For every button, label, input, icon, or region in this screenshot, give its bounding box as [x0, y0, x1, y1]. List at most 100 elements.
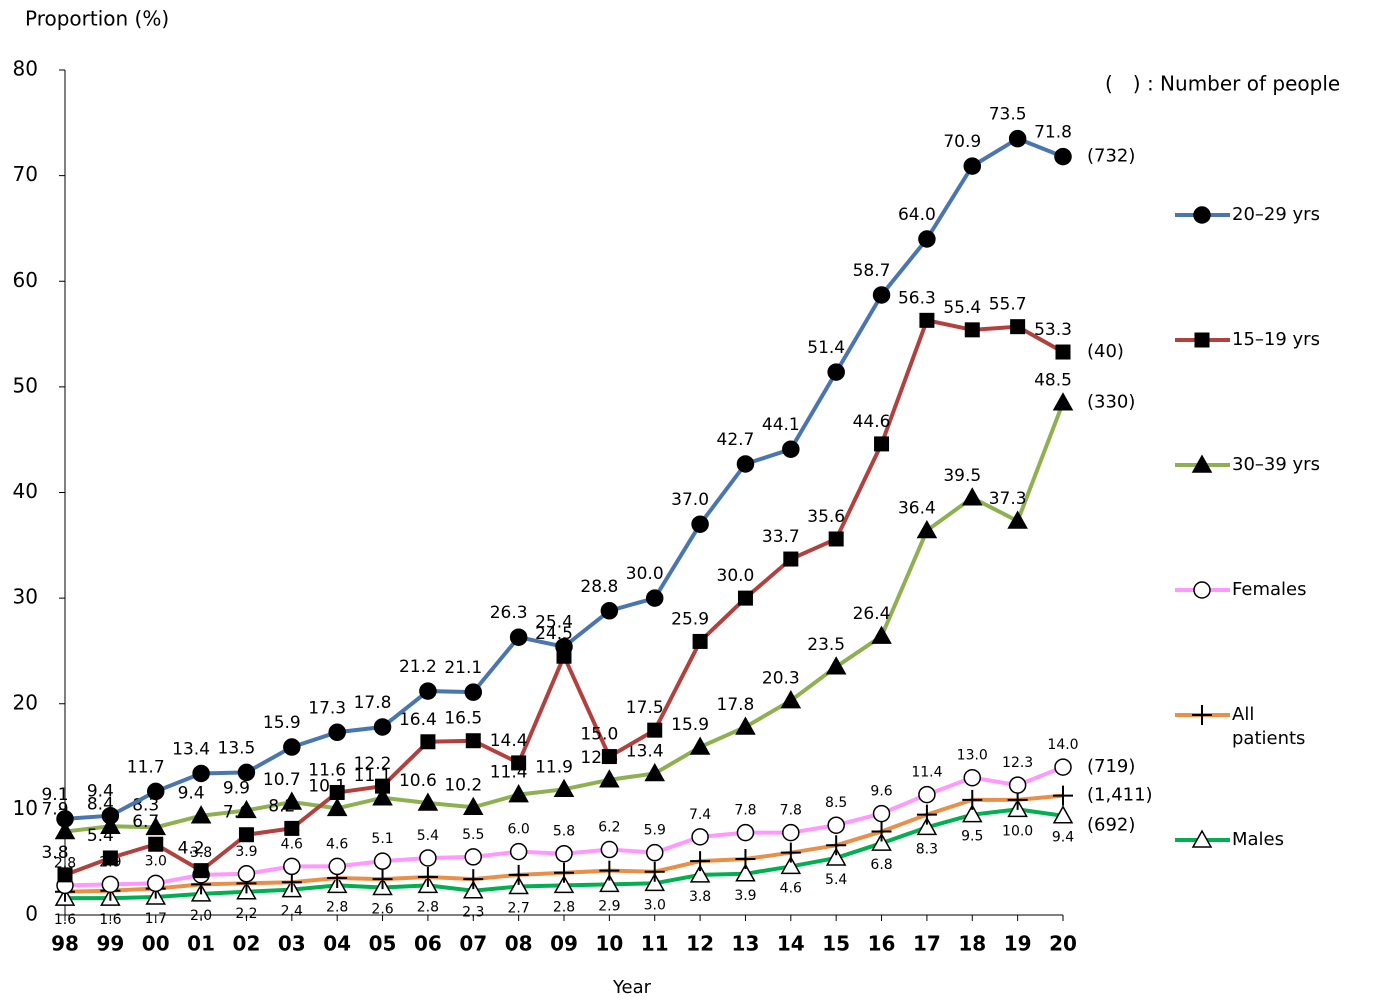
- y-tick-label: 30: [13, 585, 38, 609]
- marker: [1191, 829, 1213, 848]
- marker: [1053, 785, 1073, 806]
- data-label: 17.8: [717, 695, 755, 715]
- marker: [372, 869, 393, 890]
- data-label: 5.1: [371, 831, 393, 847]
- marker: [508, 864, 529, 885]
- note: ( ) : Number of people: [1105, 72, 1340, 96]
- data-label: 6.8: [870, 857, 892, 873]
- marker: [373, 718, 392, 736]
- marker: [872, 286, 891, 304]
- marker: [462, 880, 484, 899]
- data-label: 33.7: [762, 527, 800, 547]
- x-tick-label: 14: [777, 932, 805, 956]
- count-label: (692): [1087, 815, 1135, 836]
- data-label: 4.6: [326, 836, 348, 852]
- marker: [692, 633, 708, 649]
- marker: [1054, 147, 1072, 166]
- marker: [284, 820, 300, 836]
- x-tick-label: 19: [1004, 932, 1032, 956]
- data-label: 2.2: [235, 906, 257, 922]
- data-label: 7.8: [780, 803, 802, 819]
- marker: [57, 867, 73, 883]
- data-label: 6.2: [598, 820, 620, 836]
- marker: [146, 782, 165, 801]
- marker: [780, 690, 802, 709]
- marker: [417, 866, 438, 887]
- x-tick-label: 05: [369, 932, 397, 956]
- marker: [735, 863, 756, 882]
- data-label: 14.4: [490, 731, 528, 751]
- marker: [600, 602, 619, 620]
- marker: [1052, 805, 1074, 824]
- data-label: 9.5: [961, 829, 983, 845]
- data-label: 14.0: [1047, 737, 1078, 753]
- data-label: 2.9: [598, 898, 620, 914]
- x-tick-label: 08: [505, 932, 533, 956]
- data-label: 4.6: [281, 836, 303, 852]
- marker: [1007, 510, 1028, 529]
- data-label: 7.8: [734, 803, 756, 819]
- data-label: 13.5: [218, 738, 256, 758]
- marker: [963, 157, 982, 175]
- marker: [237, 763, 256, 782]
- series: 3.85.46.74.27.6 8.211.6 12.216.4 16.514.424…: [41, 288, 1124, 883]
- series: 7.9 8.4 8.39.4 9.9 10.7 10.111.1 10.6 10.211.4 1…: [41, 371, 1135, 840]
- data-label: 5.9: [644, 823, 666, 839]
- marker: [961, 487, 983, 506]
- marker: [555, 844, 573, 863]
- data-label: 9.6: [870, 784, 892, 800]
- data-label: 1.7: [145, 911, 167, 927]
- legend-label: All patients: [1232, 704, 1306, 749]
- data-label: 13.4: [626, 741, 664, 761]
- marker: [420, 734, 436, 750]
- x-tick-label: 03: [278, 932, 306, 956]
- marker: [509, 628, 528, 646]
- marker: [599, 860, 620, 881]
- count-label: (330): [1087, 392, 1135, 413]
- data-label: 7.6: [223, 803, 250, 823]
- marker: [1193, 206, 1211, 224]
- data-label: 17.5: [626, 698, 664, 718]
- marker: [691, 828, 709, 846]
- marker: [237, 865, 256, 883]
- series: (1,411): [55, 785, 1153, 902]
- marker: [508, 784, 529, 803]
- marker: [827, 363, 845, 381]
- data-label: 42.7: [717, 430, 755, 450]
- data-label: 44.6: [853, 412, 891, 432]
- marker: [148, 836, 164, 852]
- marker: [782, 823, 800, 842]
- legend-label: 15–19 yrs: [1232, 329, 1320, 350]
- data-label: 11.9: [535, 757, 573, 777]
- series: 9.1 9.4 11.7 13.4 13.5 15.9 17.3 17.8 21.2 21.1 26…: [41, 105, 1135, 828]
- data-label: 21.2: [399, 657, 437, 677]
- x-tick-label: 12: [686, 932, 714, 956]
- data-label: 26.4: [853, 604, 891, 624]
- marker: [193, 863, 209, 879]
- marker: [554, 862, 574, 883]
- data-label: 6.7: [132, 812, 159, 832]
- y-tick-label: 10: [13, 796, 38, 820]
- marker: [464, 683, 483, 701]
- marker: [916, 519, 938, 539]
- data-label: 16.4: [399, 710, 437, 730]
- marker: [916, 804, 937, 825]
- marker: [101, 875, 120, 894]
- data-label: 10.0: [1002, 823, 1033, 839]
- x-tick-label: 04: [323, 932, 351, 956]
- data-label: 11.4: [911, 765, 942, 781]
- data-label: 2.4: [281, 904, 303, 920]
- legend-label: 30–39 yrs: [1232, 454, 1320, 475]
- marker: [645, 843, 664, 862]
- marker: [601, 749, 617, 765]
- data-label: 36.4: [898, 499, 936, 519]
- data-label: 1.6: [54, 912, 76, 928]
- data-label: 5.4: [825, 872, 847, 888]
- data-label: 26.3: [490, 603, 528, 623]
- x-tick-label: 06: [414, 932, 442, 956]
- data-label: 48.5: [1034, 371, 1072, 391]
- data-label: 5.4: [417, 828, 439, 844]
- marker: [238, 827, 254, 843]
- count-label: (40): [1087, 341, 1124, 362]
- marker: [375, 778, 391, 794]
